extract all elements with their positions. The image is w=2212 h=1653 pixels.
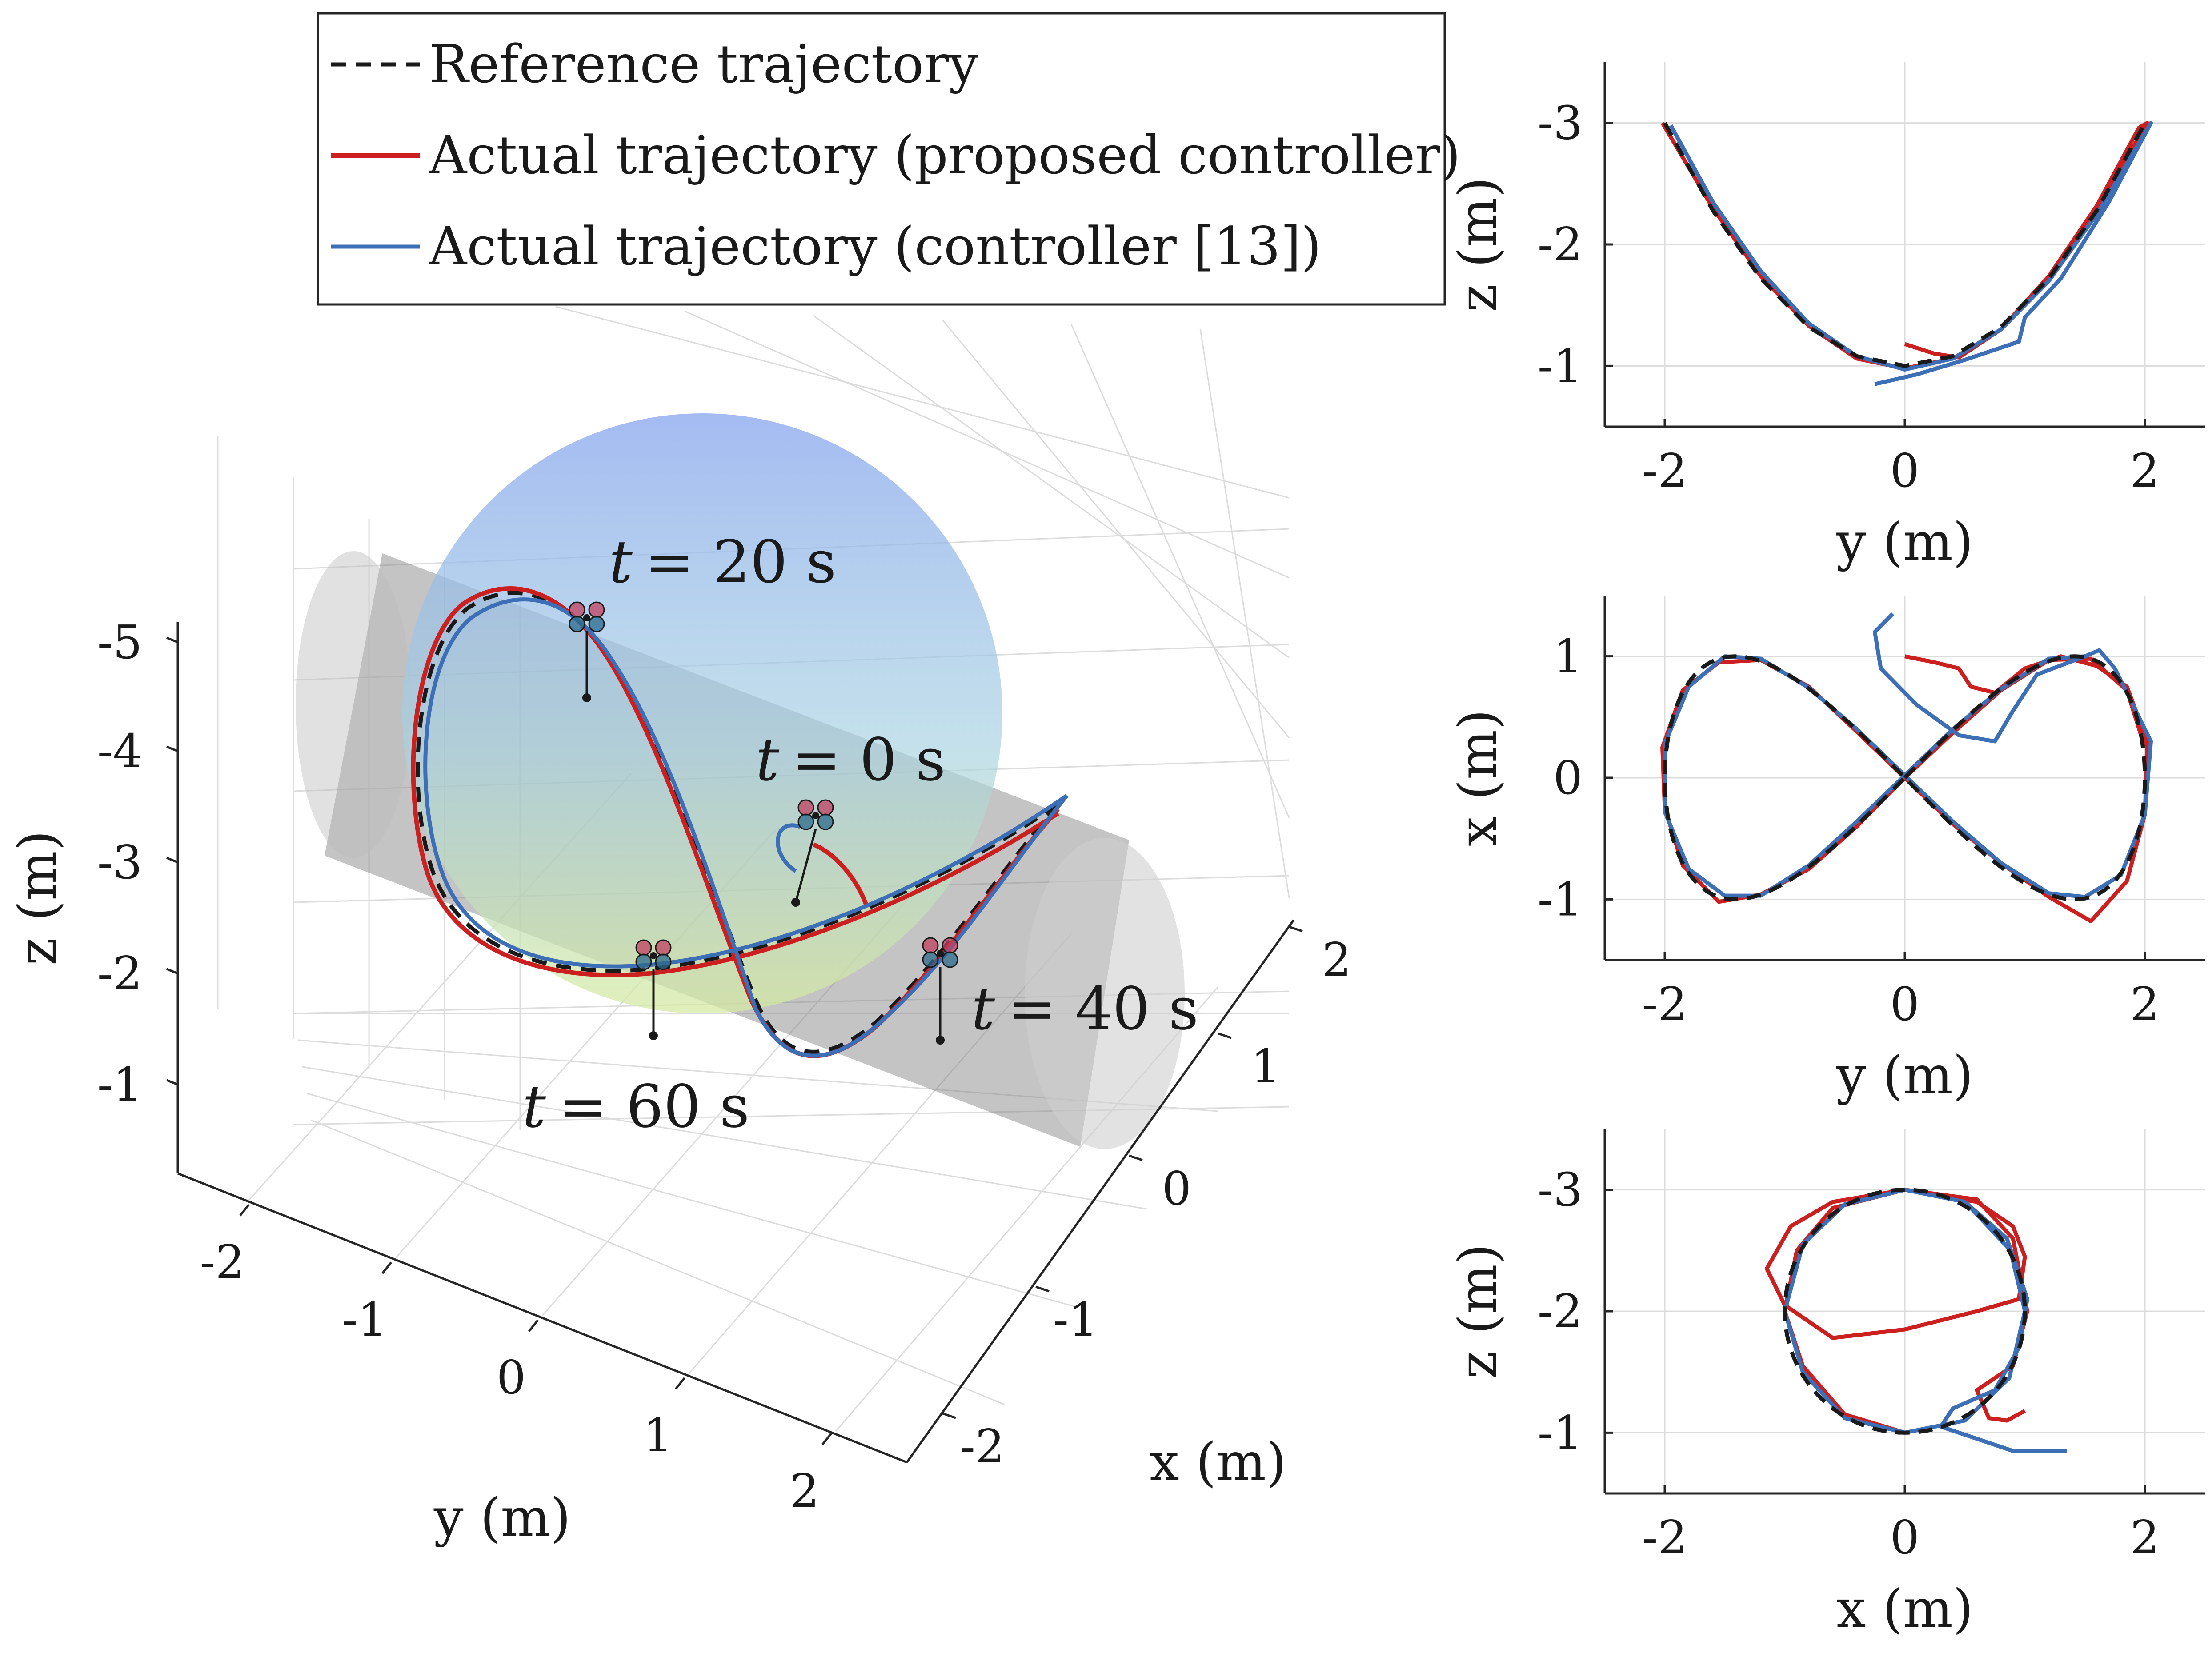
ytick-label-3d: 2 (790, 1464, 819, 1518)
annotation-t20: t = 20 s (609, 528, 836, 596)
ytick-label: 0 (1553, 751, 1583, 805)
ztick-label-3d: -2 (97, 946, 142, 1001)
annotation-t40: t = 40 s (971, 975, 1198, 1043)
ztick-label-3d: -4 (97, 724, 142, 778)
xtick-label-3d: -2 (960, 1419, 1005, 1473)
annotation-t0: t = 0 s (756, 726, 946, 794)
xtick-label-3d: 0 (1162, 1161, 1191, 1216)
trajectories-3d (411, 586, 1069, 1058)
xtick-label: 0 (1890, 1510, 1919, 1565)
xtick-label: 0 (1890, 444, 1919, 498)
ytick-label: -2 (1538, 1284, 1583, 1338)
projection-panel-2: -2 0 2 1 0 -1 y (m) x (m) (1447, 596, 2205, 1106)
ytick-label: -1 (1538, 1405, 1583, 1460)
xtick-label: -2 (1642, 1510, 1687, 1565)
series-line-baseline (1669, 121, 2153, 386)
series-line-reference (1663, 122, 2147, 368)
ztick-label-3d: -5 (97, 615, 142, 669)
legend-proposed-label: Actual trajectory (proposed controller) (429, 124, 1461, 186)
projection-panels: -2 0 2-3-2-1y (m)z (m)-2 0 210-1y (m)x (m)-2… (1447, 62, 2205, 1639)
xlabel: y (m) (1836, 1045, 1973, 1106)
xlabel: y (m) (1836, 511, 1973, 572)
drone-icon (922, 937, 958, 1045)
xtick-label: 2 (2130, 977, 2160, 1031)
drone-icon (569, 601, 605, 702)
annotation-t60: t = 60 s (522, 1073, 749, 1141)
xlabel: x (m) (1836, 1578, 1973, 1639)
ytick-label-3d: -2 (200, 1235, 244, 1289)
ylabel-3d: y (m) (433, 1487, 571, 1548)
xtick-label-3d: -1 (1053, 1293, 1098, 1347)
xtick-label: -2 (1642, 444, 1687, 498)
ytick-label: -2 (1538, 217, 1583, 272)
ytick-label: -3 (1538, 1163, 1583, 1217)
ztick-label-3d: -1 (97, 1057, 142, 1112)
sphere-obstacle (402, 413, 1002, 1013)
projection-panel-3: -2 0 2 -3 -2 -1 x (m) z (m) (1447, 1129, 2205, 1639)
xtick-label: 2 (2130, 444, 2160, 498)
drone-markers (569, 601, 958, 1045)
drone-icon (635, 939, 672, 1040)
xtick-label: 2 (2130, 1510, 2160, 1565)
drone-icon (791, 799, 834, 907)
reference-trajectory-3d (416, 591, 1060, 1054)
ytick-label: -3 (1538, 96, 1583, 150)
xlabel-3d: x (m) (1150, 1431, 1286, 1493)
ytick-label-3d: 0 (497, 1350, 526, 1405)
ztick-label-3d: -3 (97, 835, 142, 889)
series-line-baseline (1663, 612, 2153, 899)
ytick-label-3d: 1 (643, 1408, 673, 1462)
series-line-reference (1663, 654, 2147, 901)
ylabel: x (m) (1447, 709, 1508, 846)
xtick-label-3d: 2 (1322, 933, 1351, 987)
series-line-reference (1783, 1188, 2027, 1435)
ylabel: z (m) (1447, 177, 1508, 312)
ytick-label: -1 (1538, 339, 1583, 393)
zlabel-3d: z (m) (7, 830, 68, 965)
axes-3d (176, 622, 1295, 1464)
legend: Reference trajectory Actual trajectory (… (317, 12, 1461, 306)
legend-reference-label: Reference trajectory (429, 33, 978, 95)
projection-panel-1: -2 0 2 -3 -2 -1 y (m) z (m) (1447, 62, 2205, 572)
ytick-label: -1 (1538, 872, 1583, 926)
ylabel: z (m) (1447, 1244, 1508, 1379)
xtick-label: -2 (1642, 977, 1687, 1031)
ytick-label-3d: -1 (342, 1293, 387, 1347)
legend-baseline-label: Actual trajectory (controller [13]) (429, 216, 1322, 277)
xtick-label: 0 (1890, 977, 1919, 1031)
ytick-label: 1 (1553, 629, 1583, 684)
xtick-label-3d: 1 (1251, 1039, 1280, 1093)
